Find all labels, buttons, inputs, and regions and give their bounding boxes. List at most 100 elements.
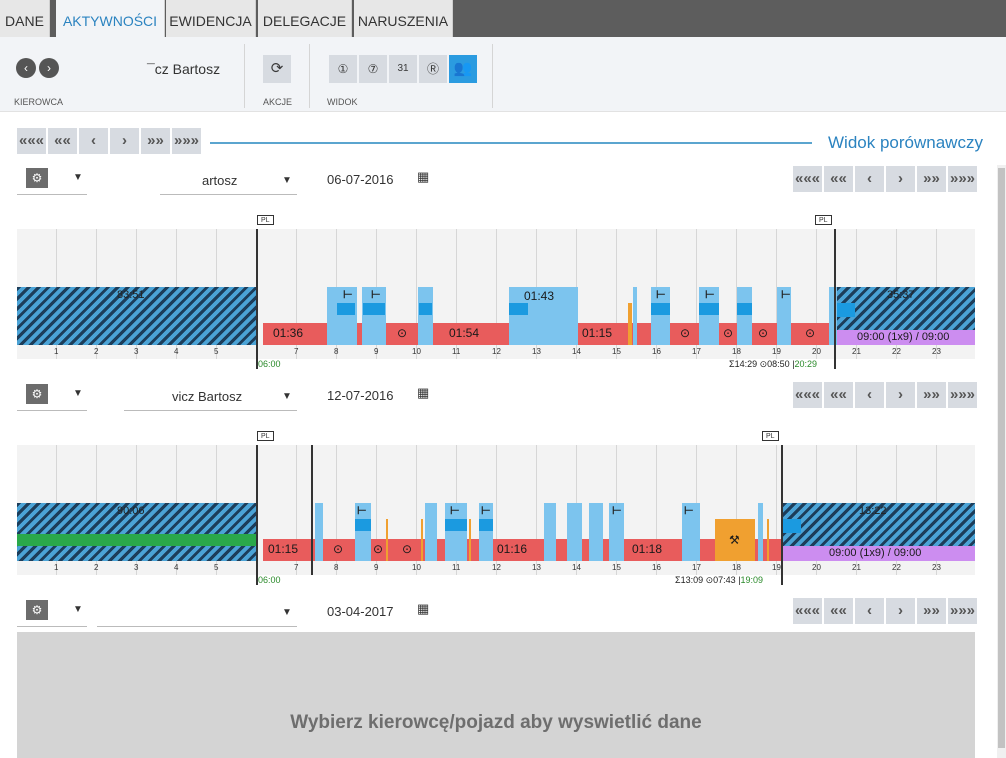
ribbon-divider bbox=[244, 44, 245, 108]
scrollbar-thumb[interactable] bbox=[998, 168, 1005, 748]
title-divider bbox=[210, 142, 812, 144]
drive-label: 01:15 bbox=[268, 542, 299, 556]
rest-right-label: 35:37 bbox=[887, 289, 915, 301]
nav-prev-fast-button[interactable]: «« bbox=[48, 128, 77, 154]
calendar-icon[interactable]: ▦ bbox=[417, 601, 430, 616]
drive-label: 01:36 bbox=[273, 326, 304, 340]
chevron-down-icon[interactable]: ▼ bbox=[282, 607, 292, 618]
marker-line bbox=[311, 445, 313, 575]
nav-next-button[interactable]: › bbox=[110, 128, 139, 154]
vehicle-type-icon[interactable]: ⚙ bbox=[26, 384, 48, 404]
timeline-2: 90:06 13:22 01:15 01:16 01:18 ⊢ ⊢ ⊢ ⊢ ⊢ … bbox=[17, 431, 975, 591]
shift-label: 09:00 (1x9) / 09:00 bbox=[829, 547, 922, 559]
row-next-fast-button[interactable]: »» bbox=[917, 382, 946, 408]
shift-label: 09:00 (1x9) / 09:00 bbox=[857, 331, 950, 343]
vehicle-type-icon[interactable]: ⚙ bbox=[26, 600, 48, 620]
view-title: Widok porównawczy bbox=[828, 133, 983, 152]
rest-left-label: 90:06 bbox=[117, 505, 145, 517]
chevron-right-icon[interactable]: › bbox=[39, 58, 59, 78]
calendar-icon[interactable]: ▦ bbox=[417, 385, 430, 400]
zoom-1-icon[interactable]: ① bbox=[329, 55, 357, 83]
date-field[interactable]: 06-07-2016 bbox=[327, 172, 394, 187]
start-time: 06:00 bbox=[258, 359, 281, 369]
date-field[interactable]: 12-07-2016 bbox=[327, 388, 394, 403]
rest-hatch-left bbox=[17, 287, 257, 345]
flag-end: PL bbox=[815, 215, 832, 225]
chevron-down-icon[interactable]: ▼ bbox=[73, 172, 83, 183]
row-last-button[interactable]: »»» bbox=[948, 598, 977, 624]
tab-ewidencja[interactable]: EWIDENCJA bbox=[166, 0, 256, 37]
widok-label: WIDOK bbox=[327, 97, 358, 107]
nav-last-button[interactable]: »»» bbox=[172, 128, 201, 154]
chevron-down-icon[interactable]: ▼ bbox=[73, 388, 83, 399]
row-prev-button[interactable]: ‹ bbox=[855, 598, 884, 624]
row-next-fast-button[interactable]: »» bbox=[917, 598, 946, 624]
row-next-button[interactable]: › bbox=[886, 382, 915, 408]
row-last-button[interactable]: »»» bbox=[948, 166, 977, 192]
driver-select[interactable]: vicz Bartosz bbox=[172, 389, 243, 404]
summary-total: 13:09 bbox=[680, 575, 704, 585]
tab-aktywnosci[interactable]: AKTYWNOŚCI bbox=[56, 0, 165, 37]
chevron-down-icon[interactable]: ▼ bbox=[282, 391, 292, 402]
end-time: 19:09 bbox=[740, 575, 764, 585]
zoom-r-icon[interactable]: Ⓡ bbox=[419, 55, 447, 83]
compare-users-icon[interactable]: 👥 bbox=[449, 55, 477, 83]
chevron-left-icon[interactable]: ‹ bbox=[16, 58, 36, 78]
tab-naruszenia[interactable]: NARUSZENIA bbox=[354, 0, 453, 37]
drive-label: 01:54 bbox=[449, 326, 480, 340]
refresh-icon[interactable]: ⟳ bbox=[263, 55, 291, 83]
row-prev-fast-button[interactable]: «« bbox=[824, 382, 853, 408]
vehicle-type-icon[interactable]: ⚙ bbox=[26, 168, 48, 188]
row-next-button[interactable]: › bbox=[886, 166, 915, 192]
row-last-button[interactable]: »»» bbox=[948, 382, 977, 408]
select-underline bbox=[17, 410, 87, 411]
akcje-label: AKCJE bbox=[263, 97, 293, 107]
availability-bar[interactable] bbox=[17, 534, 257, 546]
select-underline bbox=[97, 626, 297, 627]
flag-end: PL bbox=[762, 431, 779, 441]
row-first-button[interactable]: ««« bbox=[793, 382, 822, 408]
driver-name[interactable]: ¯cz Bartosz bbox=[147, 61, 221, 77]
shift-end-line bbox=[781, 445, 783, 585]
ribbon bbox=[0, 37, 1006, 112]
row-next-fast-button[interactable]: »» bbox=[917, 166, 946, 192]
driver-select[interactable]: artosz bbox=[202, 173, 238, 188]
date-field[interactable]: 03-04-2017 bbox=[327, 604, 394, 619]
zoom-31-icon[interactable]: 31 bbox=[389, 55, 417, 83]
rest-hatch-left bbox=[17, 503, 257, 561]
shift-bar[interactable] bbox=[837, 330, 975, 345]
select-underline bbox=[160, 194, 297, 195]
shift-bar[interactable] bbox=[783, 546, 975, 561]
tab-dane[interactable]: DANE bbox=[0, 0, 50, 37]
chevron-down-icon[interactable]: ▼ bbox=[282, 175, 292, 186]
calendar-icon[interactable]: ▦ bbox=[417, 169, 430, 184]
zoom-7-icon[interactable]: ⑦ bbox=[359, 55, 387, 83]
drive-label: 01:15 bbox=[582, 326, 613, 340]
drive-bar[interactable] bbox=[263, 539, 783, 561]
kierowca-label: KIEROWCA bbox=[14, 97, 64, 107]
empty-timeline: Wybierz kierowcę/pojazd aby wyswietlić d… bbox=[17, 632, 975, 758]
chevron-down-icon[interactable]: ▼ bbox=[73, 604, 83, 615]
row-first-button[interactable]: ««« bbox=[793, 166, 822, 192]
shift-start-line bbox=[256, 445, 258, 585]
rest-block[interactable] bbox=[509, 287, 578, 345]
drive-label: 01:16 bbox=[497, 542, 528, 556]
row-prev-button[interactable]: ‹ bbox=[855, 166, 884, 192]
row-first-button[interactable]: ««« bbox=[793, 598, 822, 624]
nav-next-fast-button[interactable]: »» bbox=[141, 128, 170, 154]
select-underline bbox=[17, 626, 87, 627]
work-block[interactable] bbox=[715, 519, 755, 561]
tab-delegacje[interactable]: DELEGACJE bbox=[258, 0, 352, 37]
nav-first-button[interactable]: ««« bbox=[17, 128, 46, 154]
row-next-button[interactable]: › bbox=[886, 598, 915, 624]
ribbon-divider bbox=[492, 44, 493, 108]
row-prev-fast-button[interactable]: «« bbox=[824, 598, 853, 624]
row-prev-fast-button[interactable]: «« bbox=[824, 166, 853, 192]
nav-prev-button[interactable]: ‹ bbox=[79, 128, 108, 154]
row-prev-button[interactable]: ‹ bbox=[855, 382, 884, 408]
rest-label: 01:43 bbox=[524, 289, 555, 303]
shift-start-line bbox=[256, 229, 258, 369]
end-time: 20:29 bbox=[794, 359, 818, 369]
select-underline bbox=[124, 410, 297, 411]
flag-start: PL bbox=[257, 215, 274, 225]
